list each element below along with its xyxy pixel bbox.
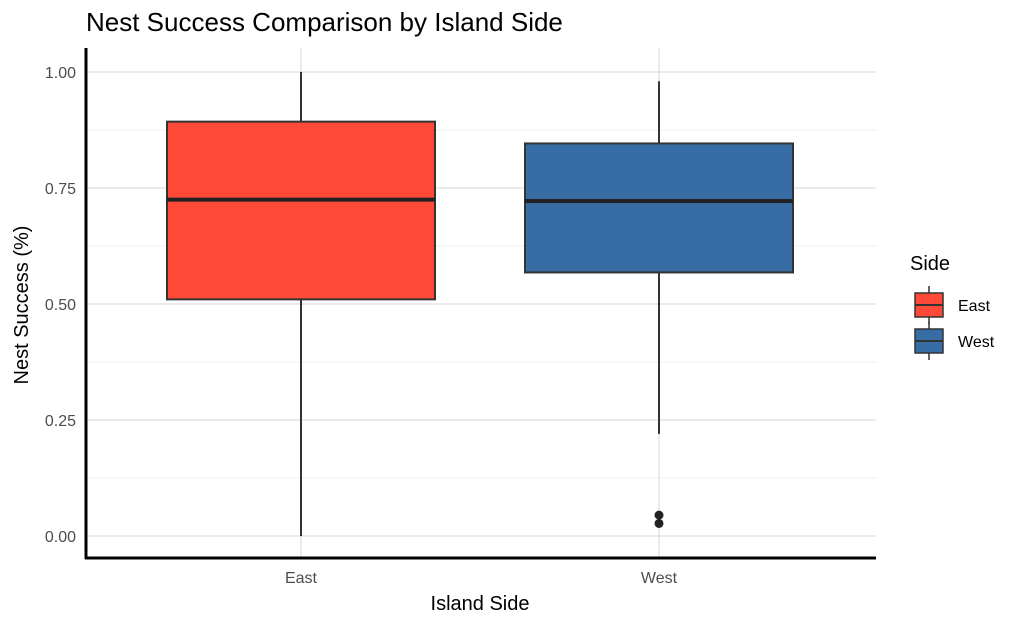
- y-tick-label: 0.00: [45, 529, 76, 546]
- chart-title: Nest Success Comparison by Island Side: [86, 7, 563, 37]
- y-tick-label: 1.00: [45, 65, 76, 82]
- outlier-point: [654, 510, 664, 520]
- x-tick-label: East: [285, 570, 318, 587]
- y-tick-label: 0.75: [45, 181, 76, 198]
- y-tick-label: 0.50: [45, 297, 76, 314]
- boxes-layer: [166, 72, 794, 536]
- legend-label: West: [958, 334, 995, 351]
- box-east: [166, 120, 436, 301]
- outlier-point: [654, 518, 664, 528]
- legend-label: East: [958, 298, 991, 315]
- x-tick-label: West: [641, 570, 678, 587]
- axes-layer: [84, 48, 876, 560]
- legend: Side East West: [910, 253, 995, 360]
- x-axis-title: Island Side: [431, 593, 530, 615]
- y-tick-label: 0.25: [45, 413, 76, 430]
- legend-title: Side: [910, 253, 950, 275]
- box-west: [524, 142, 794, 274]
- y-axis-title: Nest Success (%): [11, 226, 33, 385]
- ticks-layer: 0.00 0.25 0.50 0.75 1.00 East West: [45, 65, 678, 587]
